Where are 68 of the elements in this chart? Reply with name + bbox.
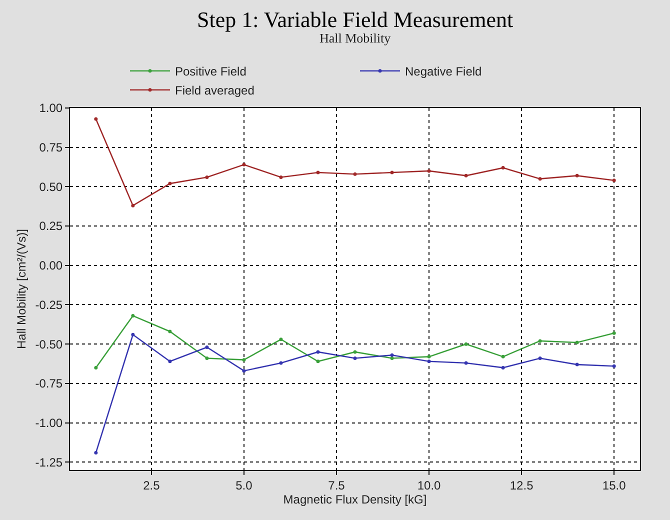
point xyxy=(131,204,135,208)
y-tick-label: -0.75 xyxy=(35,376,63,391)
point xyxy=(279,176,283,179)
point xyxy=(501,366,505,370)
y-tick-label: 0.25 xyxy=(39,219,63,234)
x-tick-label: 10.0 xyxy=(417,478,442,492)
x-tick-label: 15.0 xyxy=(602,478,626,492)
legend-label: Negative Field xyxy=(405,64,482,79)
point xyxy=(427,360,431,364)
chart-title: Step 1: Variable Field Measurement xyxy=(197,7,514,32)
y-axis-title: Hall Mobility [cm²/(Vs)] xyxy=(14,228,29,350)
point xyxy=(538,177,542,181)
point xyxy=(168,330,172,334)
point xyxy=(242,369,246,373)
point xyxy=(501,166,505,170)
point xyxy=(575,174,579,178)
y-tick-label: 0.00 xyxy=(39,258,63,273)
point xyxy=(427,169,431,173)
point xyxy=(538,339,542,343)
legend-label: Positive Field xyxy=(175,64,246,79)
point xyxy=(316,350,320,354)
point xyxy=(205,176,209,179)
point xyxy=(390,356,394,360)
x-tick-label: 12.5 xyxy=(510,478,534,492)
point xyxy=(205,356,209,360)
point xyxy=(390,170,394,174)
point xyxy=(464,342,468,346)
y-tick-label: -0.50 xyxy=(35,337,63,352)
x-tick-label: 5.0 xyxy=(236,478,253,492)
x-tick-label: 7.5 xyxy=(328,478,346,492)
point xyxy=(464,174,468,178)
y-tick-label: 1.00 xyxy=(39,101,63,116)
y-tick-label: 0.50 xyxy=(39,180,63,194)
point xyxy=(575,362,579,366)
point xyxy=(279,361,283,365)
point xyxy=(94,117,98,121)
point xyxy=(316,360,320,364)
point xyxy=(205,345,209,349)
point xyxy=(168,360,172,364)
point xyxy=(94,450,98,454)
point xyxy=(131,314,135,318)
y-tick-label: -1.25 xyxy=(35,455,63,470)
point xyxy=(390,353,394,357)
point xyxy=(575,340,579,344)
point xyxy=(242,162,246,166)
point xyxy=(242,358,246,362)
point xyxy=(316,170,320,174)
legend-label: Field averaged xyxy=(175,84,254,98)
point xyxy=(353,350,357,354)
point xyxy=(94,366,98,370)
y-tick-label: -0.25 xyxy=(35,298,63,312)
point xyxy=(612,364,616,368)
point xyxy=(538,356,542,360)
point xyxy=(168,182,172,186)
x-axis-title: Magnetic Flux Density [kG] xyxy=(283,492,427,506)
point xyxy=(464,361,468,365)
point xyxy=(612,331,616,335)
chart-subtitle: Hall Mobility xyxy=(319,30,392,46)
point xyxy=(427,354,431,358)
point xyxy=(501,354,505,358)
point xyxy=(612,178,616,182)
point xyxy=(353,172,357,176)
y-tick-label: 0.75 xyxy=(39,140,63,155)
point xyxy=(279,338,283,342)
point xyxy=(353,356,357,360)
point xyxy=(131,332,135,336)
y-tick-label: -1.00 xyxy=(35,416,63,430)
x-tick-label: 2.5 xyxy=(143,478,160,492)
